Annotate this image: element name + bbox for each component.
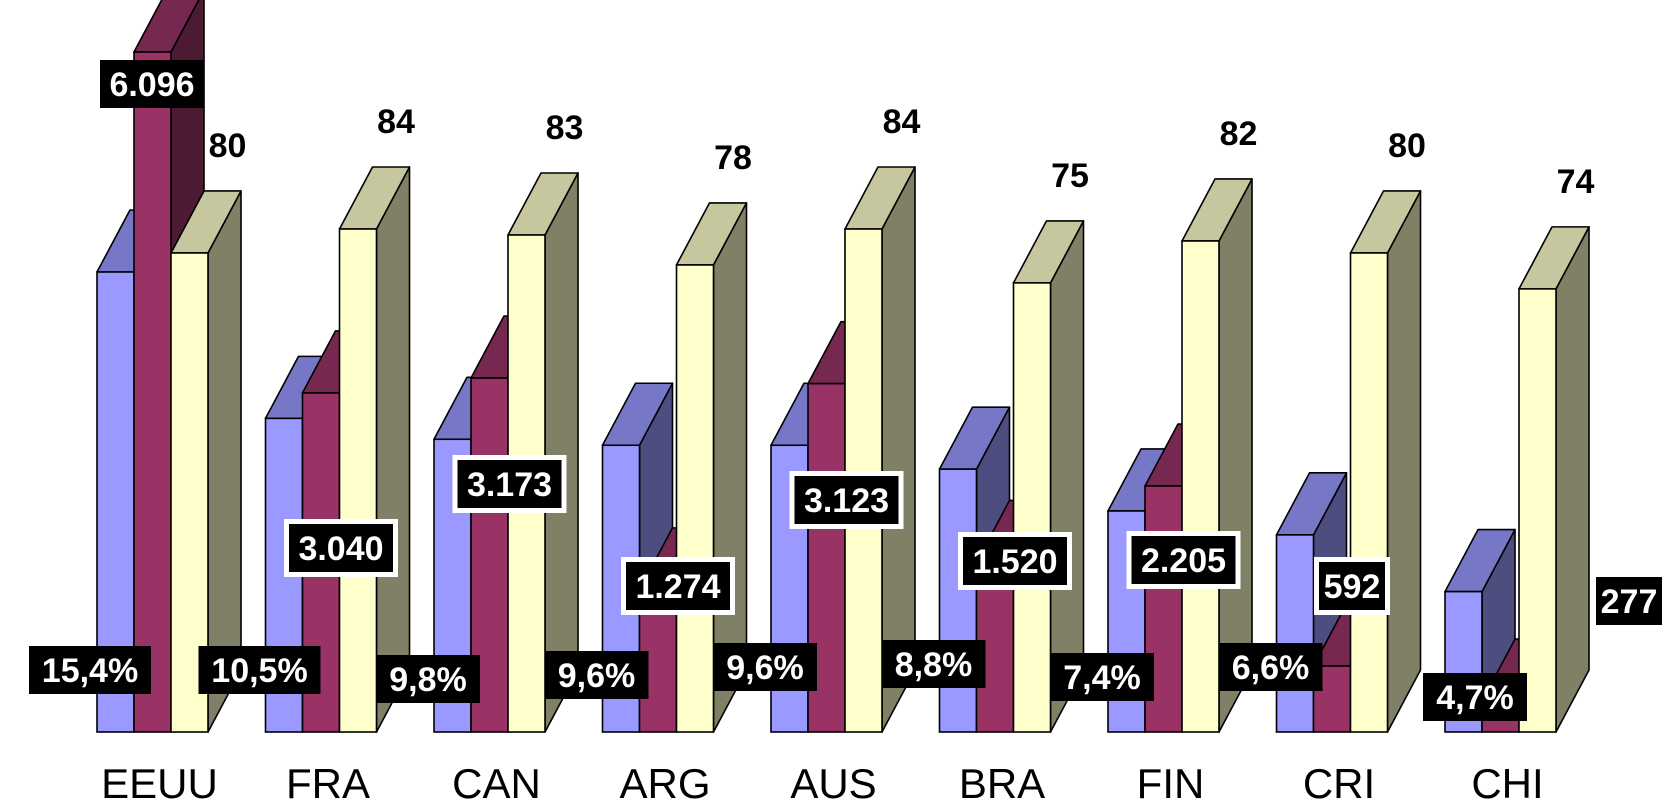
bar-side	[375, 166, 411, 733]
label-box	[1050, 653, 1154, 701]
series-1-label-CRI: 6,6%	[1218, 643, 1323, 691]
series-3-label-FRA: 84	[377, 103, 415, 141]
bars	[96, 0, 1590, 733]
x-tick-label-FRA: FRA	[286, 760, 370, 804]
label-box	[1423, 673, 1527, 721]
bar-front	[1012, 282, 1052, 733]
series-3-label-BRA: 75	[1051, 157, 1089, 195]
label-text: 4,7%	[1436, 679, 1514, 717]
series-1-label-CHI: 4,7%	[1423, 673, 1527, 721]
bar-s2-ARG	[675, 202, 748, 733]
label-text: 8,8%	[895, 646, 973, 684]
label-box	[457, 460, 562, 508]
label-text: 10,5%	[211, 652, 307, 690]
series-2-labels: 6.096 3.040 3.173 1.274 3.123 1.520 2.205 592 27…	[100, 60, 1667, 630]
bar-s2-BRA	[1012, 220, 1085, 733]
bar-front	[938, 468, 978, 733]
bar-front	[1349, 252, 1389, 733]
bar-front	[338, 228, 378, 733]
series-2-label-FRA: 3.040	[284, 519, 398, 577]
label-box	[376, 655, 480, 703]
series-1-label-EEUU: 15,4%	[29, 646, 151, 694]
bar-s2-CRI	[1349, 190, 1422, 733]
label-box	[1596, 577, 1662, 625]
series-1-label-AUS: 9,6%	[713, 643, 817, 691]
series-3-label-CAN: 83	[546, 109, 584, 147]
label-text: 9,6%	[558, 657, 636, 695]
label-box	[794, 476, 899, 524]
label-text: 3.123	[804, 482, 889, 520]
bar-front	[1275, 534, 1315, 733]
bar-front	[1518, 288, 1557, 733]
x-axis-labels: EEUU FRA CAN ARG AUS BRA FIN CRI CHI	[101, 760, 1544, 804]
series-3-label-ARG: 78	[714, 139, 752, 177]
label-box	[544, 651, 649, 699]
series-2-label-CAN: 3.173	[452, 455, 567, 513]
x-tick-label-CHI: CHI	[1471, 760, 1543, 804]
label-text: 1.274	[635, 568, 720, 606]
bar-side	[1555, 226, 1590, 733]
bar-s2-CHI	[1518, 226, 1590, 733]
label-box	[1131, 536, 1236, 584]
label-box	[289, 524, 393, 572]
series-2-label-CRI: 592	[1314, 557, 1390, 615]
x-tick-label-FIN: FIN	[1137, 760, 1205, 804]
x-tick-label-ARG: ARG	[619, 760, 710, 804]
label-text: 592	[1324, 568, 1381, 606]
label-box	[881, 640, 986, 688]
series-1-label-ARG: 9,6%	[544, 651, 649, 699]
bar-s2-CAN	[507, 172, 579, 733]
bar-front	[133, 51, 172, 733]
bar-side	[1386, 190, 1422, 733]
label-text: 3.040	[298, 530, 383, 568]
label-box	[100, 60, 204, 108]
series-3-label-AUS: 84	[883, 103, 921, 141]
series-1-label-BRA: 8,8%	[881, 640, 986, 688]
series-1-labels: 15,4% 10,5% 9,8% 9,6% 9,6% 8,8% 7,4% 6,6% 4,7%	[29, 640, 1527, 721]
series-3-label-FIN: 82	[1220, 115, 1258, 153]
label-text: 277	[1601, 583, 1658, 621]
label-text: 7,4%	[1063, 659, 1141, 697]
series-2-label-CHI: 277	[1591, 572, 1667, 630]
series-2-label-FIN: 2.205	[1126, 531, 1241, 589]
label-text: 15,4%	[42, 652, 138, 690]
label-text: 2.205	[1141, 542, 1226, 580]
x-tick-label-CAN: CAN	[452, 760, 541, 804]
label-text: 1.520	[972, 543, 1057, 581]
series-2-label-EEUU: 6.096	[100, 60, 204, 108]
series-1-label-FRA: 10,5%	[198, 646, 321, 694]
bar-s2-FIN	[1181, 178, 1253, 733]
series-2-label-ARG: 1.274	[621, 557, 735, 615]
label-text: 3.173	[467, 466, 552, 504]
label-box	[1218, 643, 1323, 691]
series-3-labels: 80 84 83 78 84 75 82 80 74	[209, 103, 1595, 201]
label-text: 9,6%	[726, 649, 804, 687]
label-text: 6,6%	[1232, 649, 1310, 687]
series-3-label-EEUU: 80	[209, 127, 247, 165]
label-box	[713, 643, 817, 691]
series-2-label-BRA: 1.520	[958, 532, 1072, 590]
label-text: 9,8%	[389, 661, 467, 699]
series-1-label-CAN: 9,8%	[376, 655, 480, 703]
label-box	[963, 537, 1067, 585]
label-text: 6.096	[109, 66, 194, 104]
series-1-label-FIN: 7,4%	[1050, 653, 1154, 701]
label-box	[626, 562, 730, 610]
x-tick-label-EEUU: EEUU	[101, 760, 218, 804]
label-box	[29, 646, 151, 694]
series-3-label-CRI: 80	[1388, 127, 1426, 165]
bar-front	[675, 264, 715, 733]
bar-front	[1181, 240, 1220, 733]
series-3-label-CHI: 74	[1557, 163, 1595, 201]
x-tick-label-CRI: CRI	[1303, 760, 1375, 804]
x-tick-label-BRA: BRA	[959, 760, 1045, 804]
bar-s2-FRA	[338, 166, 411, 733]
x-tick-label-AUS: AUS	[790, 760, 876, 804]
label-box	[1319, 562, 1385, 610]
label-box	[198, 646, 321, 694]
series-2-label-AUS: 3.123	[789, 471, 904, 529]
bar-side	[544, 172, 579, 733]
